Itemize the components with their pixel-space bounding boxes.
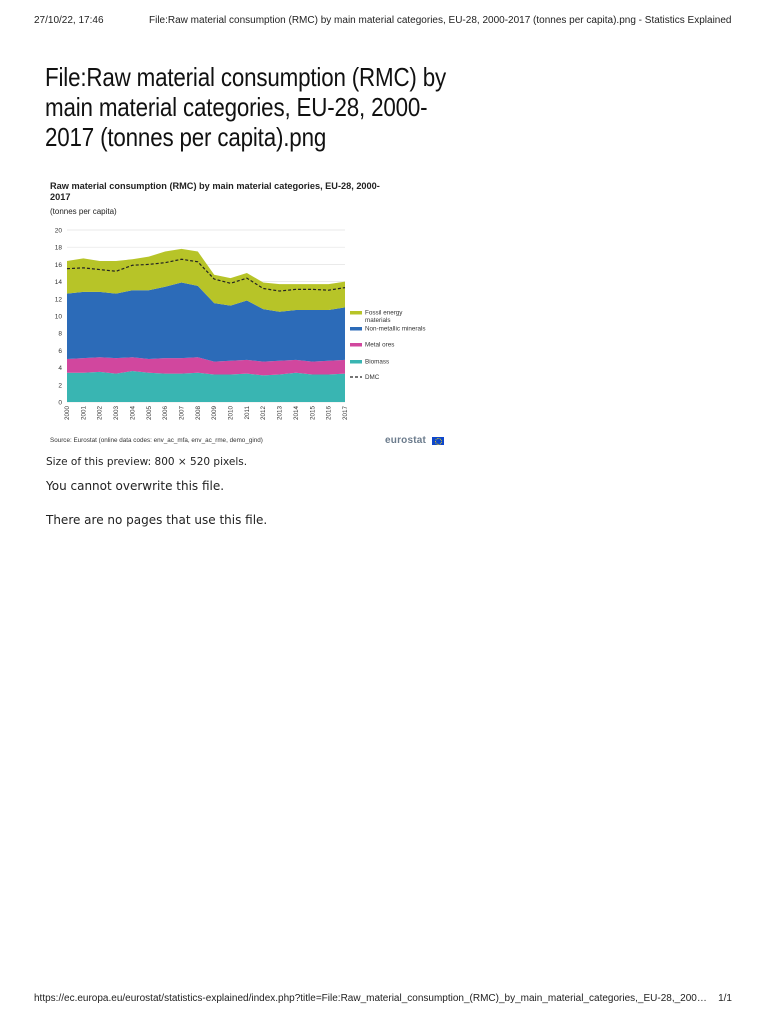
print-datetime: 27/10/22, 17:46 [34, 15, 104, 26]
chart-unit: (tonnes per capita) [50, 207, 117, 216]
area-biomass [67, 371, 345, 402]
legend-swatch [350, 327, 362, 331]
eu-flag-icon [432, 437, 444, 445]
legend-label: Metal ores [365, 342, 394, 349]
x-tick-label: 2012 [260, 406, 267, 421]
y-tick-label: 2 [58, 382, 62, 389]
legend-label: Fossil energy [365, 310, 403, 317]
x-tick-label: 2002 [97, 406, 104, 421]
chart-figure[interactable]: Raw material consumption (RMC) by main m… [45, 176, 447, 453]
x-tick-label: 2000 [64, 406, 71, 421]
legend-label: DMC [365, 374, 380, 381]
y-tick-label: 12 [55, 296, 63, 303]
x-tick-label: 2010 [228, 406, 235, 421]
x-tick-label: 2016 [326, 406, 333, 421]
line-dmc [66, 258, 346, 292]
y-tick-label: 4 [58, 365, 62, 372]
eurostat-logo: eurostat [385, 435, 427, 446]
x-tick-label: 2013 [277, 406, 284, 421]
legend-swatch [350, 360, 362, 364]
y-tick-label: 10 [55, 314, 63, 321]
area-metal-ores [67, 357, 345, 376]
chart-svg: 0 2 4 6 8 10 12 14 16 18 20 2000 2001 2002 2003 2004 200… [55, 228, 426, 421]
x-tick-label: 2014 [293, 406, 300, 421]
x-tick-label: 2017 [342, 406, 349, 421]
x-tick-label: 2011 [244, 406, 251, 420]
print-page-count: 1/1 [718, 993, 732, 1004]
no-pages-text: There are no pages that use this file. [46, 513, 268, 527]
legend-label: Biomass [365, 359, 389, 366]
y-tick-label: 16 [55, 262, 63, 269]
legend-swatch [350, 343, 362, 347]
x-tick-label: 2006 [162, 406, 169, 421]
y-tick-label: 14 [55, 279, 63, 286]
print-url: https://ec.europa.eu/eurostat/statistics… [34, 993, 707, 1004]
x-tick-label: 2008 [195, 406, 202, 421]
legend-label: materials [365, 317, 391, 324]
y-tick-label: 0 [58, 400, 62, 407]
x-tick-label: 2001 [80, 406, 87, 421]
y-tick-label: 18 [55, 245, 63, 252]
legend-swatch [350, 311, 362, 315]
x-tick-label: 2015 [309, 406, 316, 421]
no-overwrite-text: You cannot overwrite this file. [46, 479, 225, 493]
x-tick-label: 2005 [146, 406, 153, 421]
print-page-title: File:Raw material consumption (RMC) by m… [149, 15, 732, 26]
chart-title: Raw material consumption (RMC) by main m… [50, 181, 380, 202]
x-tick-label: 2009 [211, 406, 218, 421]
x-tick-label: 2004 [129, 406, 136, 421]
y-tick-label: 8 [58, 331, 62, 338]
preview-size-text: Size of this preview: 800 × 520 pixels. [46, 456, 248, 468]
area-non-metallic-minerals [67, 282, 345, 362]
chart-source: Source: Eurostat (online data codes: env… [50, 437, 263, 444]
legend-label: Non-metallic minerals [365, 326, 426, 333]
x-tick-label: 2007 [178, 406, 185, 421]
x-tick-label: 2003 [113, 406, 120, 421]
page-title: File:Raw material consumption (RMC) by m… [45, 62, 447, 152]
y-tick-label: 6 [58, 348, 62, 355]
y-tick-label: 20 [55, 228, 63, 235]
print-header: 27/10/22, 17:46 File:Raw material consum… [0, 15, 768, 29]
